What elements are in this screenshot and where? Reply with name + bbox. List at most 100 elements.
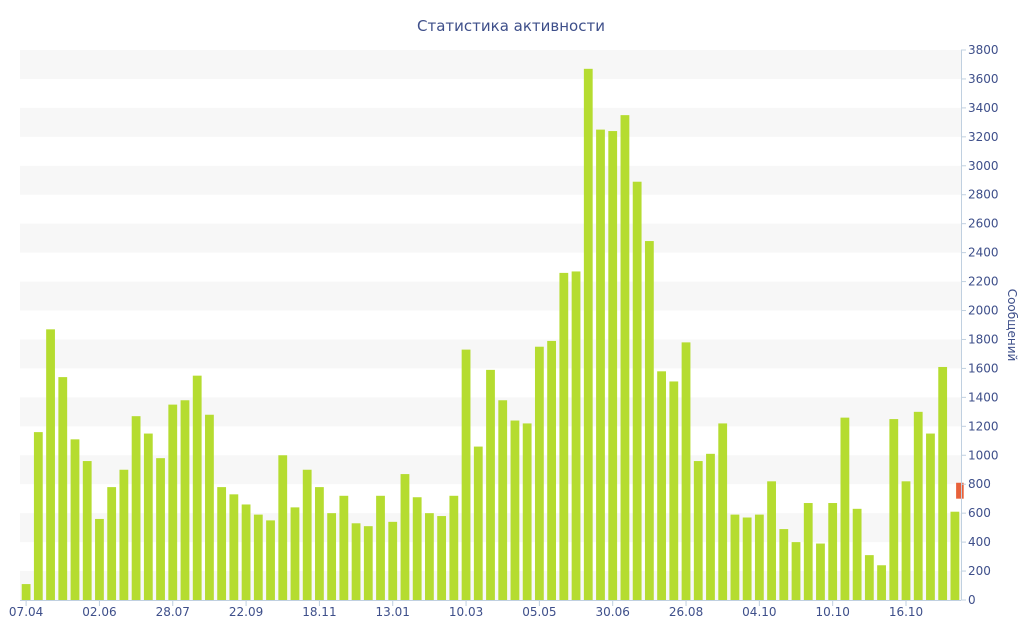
y-tick-label: 3600 [968,72,999,86]
bar [58,377,68,600]
y-tick-label: 2400 [968,246,999,260]
y-tick-label: 2000 [968,304,999,318]
bar [180,400,190,600]
bar [571,271,581,600]
y-tick-label: 3400 [968,101,999,115]
grid-band [20,223,961,253]
x-axis: 07.04 02.06 28.07 22.09 18.11 13.01 10.03 05.05… [9,600,961,619]
bar [852,508,862,600]
x-tick-label: 26.08 [669,605,703,619]
bar [754,514,764,600]
x-tick-label: 16.10 [889,605,923,619]
x-tick-label: 02.06 [82,605,116,619]
bar [412,497,422,600]
bar [779,529,789,600]
bar [290,507,300,600]
grid-band [20,107,961,137]
bar [816,543,825,600]
bar [718,423,728,600]
bar [926,433,935,600]
bar [400,474,410,600]
bars-group [21,68,964,601]
bar [192,375,202,600]
bar [522,423,532,600]
bar [278,455,288,600]
bar [339,495,349,600]
bar [950,511,960,600]
x-tick-label: 28.07 [156,605,190,619]
bar [632,181,642,600]
bar [901,481,911,600]
bar [107,487,117,600]
bar [828,503,838,600]
bar [461,349,471,600]
bar [669,381,679,600]
bar [70,439,80,600]
y-tick-label: 3200 [968,130,999,144]
bar [620,115,630,600]
y-tick-label: 1400 [968,390,999,404]
chart-title: Статистика активности [417,17,605,35]
grid-band [20,50,961,79]
x-tick-label: 13.01 [376,605,410,619]
grid-band [20,281,961,311]
bar [95,518,104,600]
y-tick-label: 1800 [968,332,999,346]
bar [302,469,312,600]
bar [156,458,165,600]
bar [534,346,544,600]
bar [840,417,850,600]
bar [33,432,43,600]
grid-band [20,165,961,195]
y-tick-label: 1000 [968,448,999,462]
bar [473,446,483,600]
y-axis-title: Сообщений [1005,289,1019,362]
bar [229,494,239,600]
y-tick-label: 1200 [968,419,999,433]
bar [559,272,569,600]
grid-band [20,339,961,369]
bar [241,504,251,600]
bar [706,453,715,600]
bar [327,513,337,600]
bar [693,461,703,600]
x-tick-label: 10.10 [816,605,850,619]
x-tick-label: 22.09 [229,605,263,619]
bar [425,513,434,600]
bar [46,329,55,600]
y-tick-label: 600 [968,506,991,520]
bar [791,542,801,600]
y-tick-label: 800 [968,477,991,491]
y-tick-label: 2800 [968,188,999,202]
bar [143,433,153,600]
bar [351,523,361,600]
bar [913,411,923,600]
y-tick-label: 200 [968,564,991,578]
bar [363,526,373,600]
bar-highlight [956,482,964,499]
bar [803,503,813,600]
y-tick-label: 1600 [968,361,999,375]
bar [119,469,129,600]
bar [217,487,227,600]
bar [449,495,459,600]
y-tick-label: 3000 [968,159,999,173]
x-tick-label: 04.10 [742,605,776,619]
bar [644,241,654,601]
bar [498,400,508,600]
x-tick-label: 05.05 [522,605,556,619]
bar [547,340,556,600]
bar [168,404,178,600]
y-tick-label: 2200 [968,275,999,289]
bar [266,520,275,600]
bar [681,342,691,600]
y-axis: 0 200 400 600 800 1000 1200 1400 1600 1800 2000 220… [961,43,999,607]
x-tick-label: 10.03 [449,605,483,619]
bar [315,487,324,600]
bar [388,521,398,600]
y-tick-label: 400 [968,535,991,549]
x-tick-label: 18.11 [302,605,336,619]
bar [253,514,263,600]
bar [889,419,899,600]
